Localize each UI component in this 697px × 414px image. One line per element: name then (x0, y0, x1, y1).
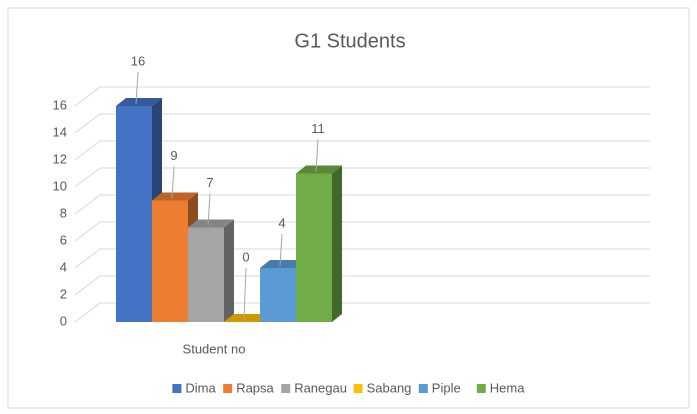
chart-title: G1 Students (294, 30, 405, 52)
chart-border (7, 7, 690, 409)
bar-top (224, 314, 270, 322)
legend-label: Hema (490, 380, 525, 395)
grid-line (74, 140, 650, 161)
y-tick-label: 8 (60, 205, 67, 220)
grid-line (74, 194, 650, 215)
y-tick-label: 12 (53, 151, 67, 166)
data-label: 7 (206, 175, 213, 190)
bar-top (116, 98, 162, 106)
y-tick-label: 14 (53, 124, 67, 139)
legend-label: Piple (432, 380, 461, 395)
leader-line (171, 166, 175, 199)
grid-line (74, 113, 650, 134)
legend-swatch (353, 384, 363, 393)
bar (152, 200, 188, 322)
y-tick-label: 6 (60, 232, 67, 247)
leader-line (315, 139, 319, 172)
legend-swatch (223, 384, 233, 393)
leader-line (207, 193, 211, 226)
data-label: 9 (170, 148, 177, 163)
bar-top (188, 219, 234, 228)
legend-swatch (172, 384, 182, 393)
grid-line (74, 275, 650, 296)
legend-swatch (476, 384, 486, 393)
bar-side (332, 165, 342, 322)
grid-line (74, 167, 650, 188)
bar-top (260, 260, 306, 268)
legend-swatch (281, 384, 291, 393)
y-tick-label: 0 (60, 313, 67, 328)
x-tick-label: Student no (183, 341, 246, 356)
legend-swatch (418, 384, 428, 393)
leader-line (279, 233, 283, 267)
data-label: 0 (242, 249, 249, 264)
data-label: 11 (311, 121, 325, 136)
data-label: 4 (278, 215, 285, 230)
grid-line (74, 248, 650, 269)
legend-label: Dima (185, 380, 216, 395)
data-label: 16 (131, 53, 145, 68)
grid-line (74, 221, 650, 242)
legend-label: Ranegau (294, 380, 347, 395)
y-tick-label: 10 (53, 178, 67, 193)
bar (188, 227, 224, 322)
y-tick-label: 16 (53, 97, 67, 112)
legend-label: Rapsa (236, 380, 274, 395)
grid-line (74, 86, 650, 107)
bar (296, 173, 332, 322)
grid-line (74, 302, 650, 323)
bar-top (152, 192, 198, 201)
legend-label: Sabang (367, 380, 412, 395)
leader-line (243, 267, 247, 321)
y-tick-label: 4 (60, 259, 67, 274)
bar-top (296, 165, 342, 174)
leader-line (135, 71, 139, 105)
bar (260, 268, 296, 322)
bar-side (224, 219, 234, 322)
y-tick-label: 2 (60, 286, 67, 301)
bar (116, 106, 152, 322)
